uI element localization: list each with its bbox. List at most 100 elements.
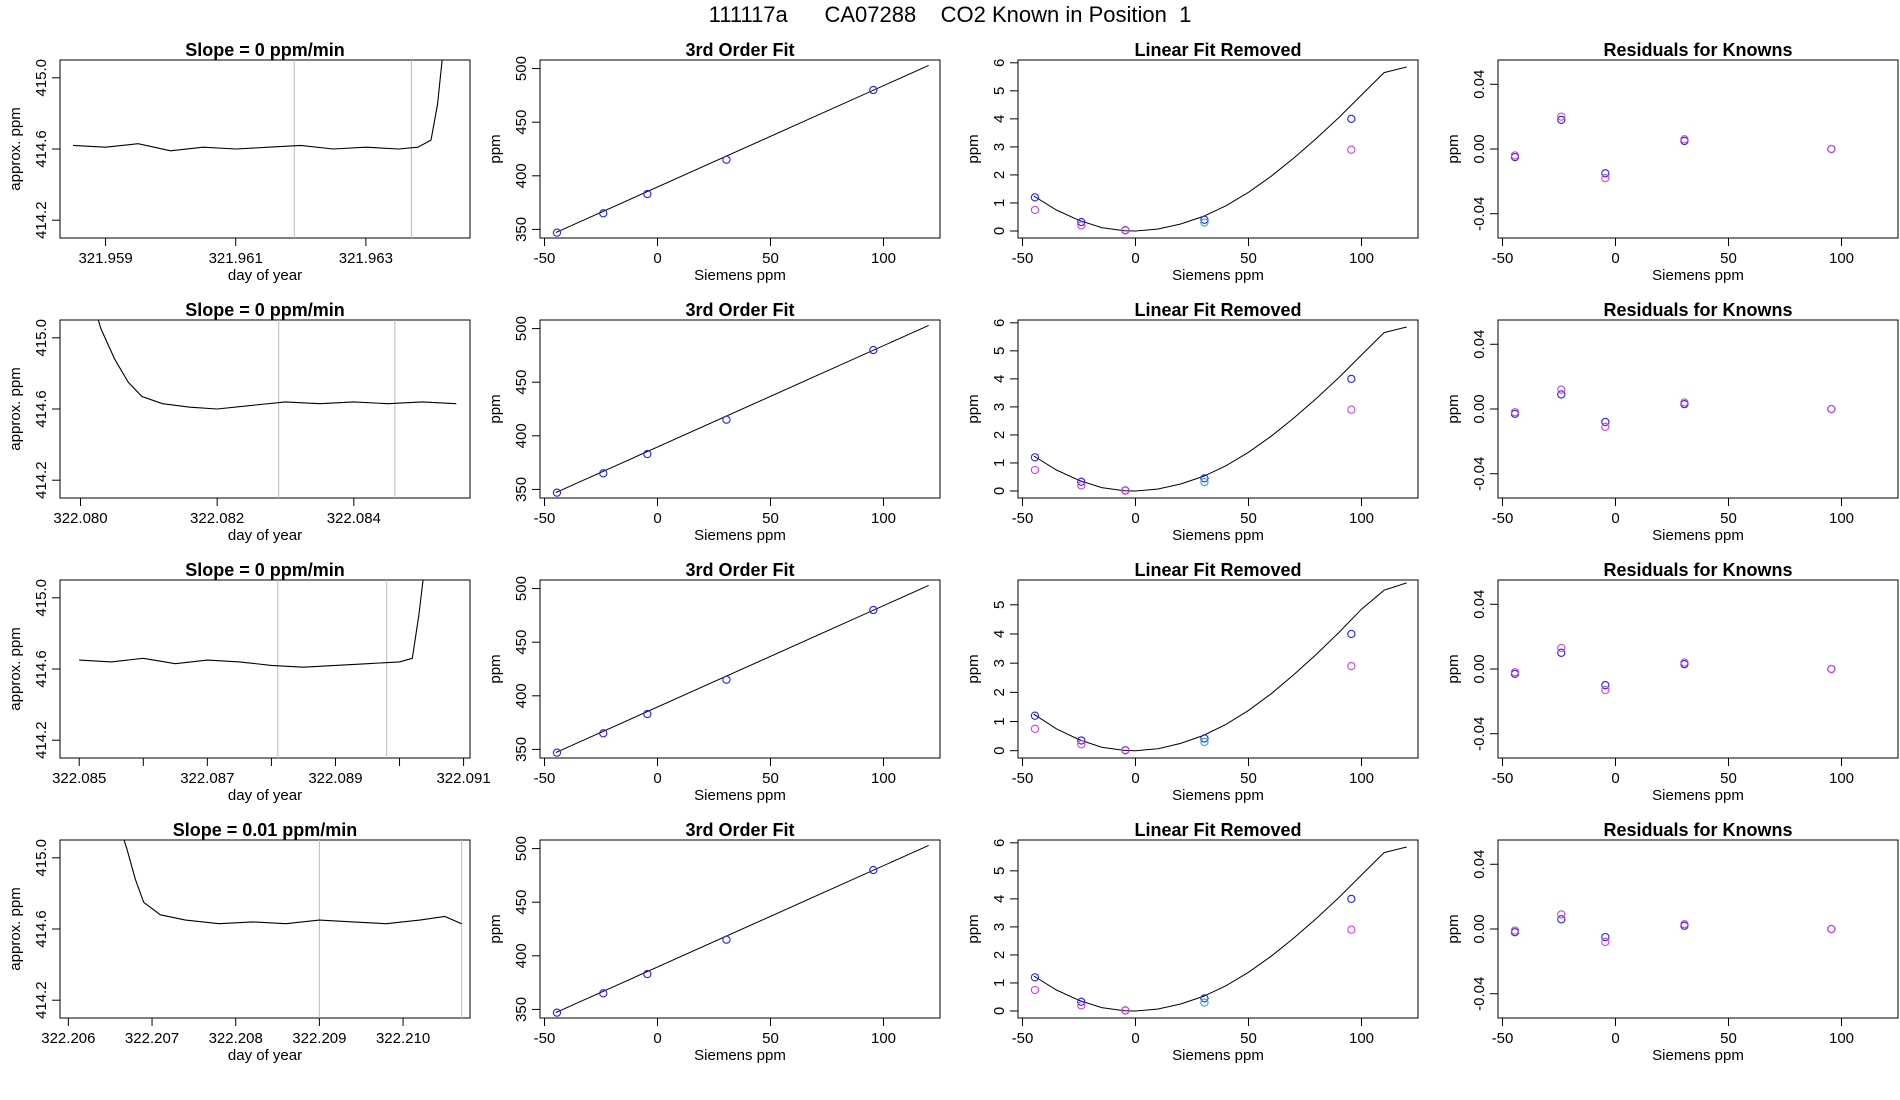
plot-frame bbox=[1497, 319, 1899, 499]
data-point bbox=[1030, 711, 1040, 720]
y-tick-label: 415.0 bbox=[33, 59, 50, 97]
x-tick-label: -50 bbox=[534, 770, 556, 787]
x-tick-label: 100 bbox=[1829, 510, 1854, 527]
y-tick-label: 415.0 bbox=[33, 579, 50, 617]
y-tick-label: 0.04 bbox=[1471, 70, 1488, 99]
y-tick-label: 0.04 bbox=[1471, 850, 1488, 879]
x-tick-label: -50 bbox=[1012, 770, 1034, 787]
data-point bbox=[722, 415, 731, 424]
x-tick-label: 0 bbox=[653, 1030, 661, 1047]
chart-title: Linear Fit Removed bbox=[1134, 560, 1301, 580]
data-point bbox=[1077, 477, 1086, 486]
x-tick-label: 100 bbox=[1829, 250, 1854, 267]
plot-frame bbox=[1017, 319, 1419, 499]
data-point bbox=[1030, 985, 1040, 995]
plot-frame bbox=[59, 579, 471, 759]
y-tick-label: 414.6 bbox=[33, 650, 50, 688]
y-tick-label: 400 bbox=[513, 163, 530, 188]
fit-curve bbox=[555, 64, 929, 234]
x-tick-label: -50 bbox=[534, 1030, 556, 1047]
data-point bbox=[1557, 390, 1566, 399]
fit-curve bbox=[1033, 582, 1407, 752]
x-tick-label: -50 bbox=[534, 250, 556, 267]
x-tick-label: 322.209 bbox=[292, 1030, 346, 1047]
y-tick-label: 6 bbox=[991, 839, 1008, 847]
data-point bbox=[1077, 481, 1086, 490]
data-point bbox=[1347, 925, 1356, 934]
x-tick-label: 0 bbox=[1611, 510, 1619, 527]
y-axis-label: ppm bbox=[965, 914, 982, 943]
y-tick-label: 0.00 bbox=[1471, 134, 1488, 163]
data-point bbox=[1601, 422, 1610, 431]
x-tick-label: 0 bbox=[653, 770, 661, 787]
data-point bbox=[599, 469, 608, 478]
data-point bbox=[1601, 169, 1610, 178]
x-axis-label: Siemens ppm bbox=[1172, 787, 1264, 804]
data-point bbox=[1347, 894, 1356, 904]
data-point bbox=[1347, 661, 1356, 671]
data-point bbox=[1200, 737, 1209, 747]
x-tick-label: 322.087 bbox=[180, 770, 234, 787]
y-tick-label: 400 bbox=[513, 943, 530, 968]
data-point bbox=[1200, 998, 1209, 1007]
y-axis-label: ppm bbox=[1445, 654, 1462, 683]
y-tick-label: 500 bbox=[513, 316, 530, 341]
data-point bbox=[1601, 932, 1610, 942]
chart-r1-cubic: 3rd Order Fit -50 0 50 100 Siemens ppm 350 400 4… bbox=[487, 40, 941, 284]
data-point bbox=[1347, 629, 1356, 639]
data-point bbox=[722, 155, 731, 164]
data-point bbox=[643, 709, 652, 719]
y-tick-label: 400 bbox=[513, 683, 530, 708]
chart-r4-cubic: 3rd Order Fit -50 0 50 100 Siemens ppm 350 400 4… bbox=[487, 820, 941, 1064]
x-tick-label: 0 bbox=[1131, 770, 1139, 787]
data-point bbox=[1030, 724, 1040, 733]
x-tick-label: 322.210 bbox=[376, 1030, 430, 1047]
data-point bbox=[869, 345, 878, 355]
chart-title: Linear Fit Removed bbox=[1134, 820, 1301, 840]
x-tick-label: 0 bbox=[1131, 510, 1139, 527]
x-axis-label: Siemens ppm bbox=[1652, 1047, 1744, 1064]
x-tick-label: -50 bbox=[1012, 1030, 1034, 1047]
x-tick-label: 100 bbox=[1829, 1030, 1854, 1047]
data-point bbox=[1121, 746, 1130, 755]
data-point bbox=[1121, 486, 1130, 495]
data-point bbox=[1030, 205, 1040, 215]
data-point bbox=[1557, 115, 1566, 125]
series-line bbox=[123, 840, 462, 925]
y-tick-label: 0 bbox=[991, 1007, 1008, 1015]
y-tick-label: 350 bbox=[513, 217, 530, 242]
data-point bbox=[722, 675, 731, 684]
plot-frame bbox=[539, 59, 941, 239]
y-tick-label: 415.0 bbox=[33, 319, 50, 357]
data-point bbox=[599, 729, 608, 738]
x-tick-label: 322.080 bbox=[53, 510, 107, 527]
x-tick-label: 322.208 bbox=[209, 1030, 263, 1047]
y-tick-label: 0.04 bbox=[1471, 590, 1488, 619]
x-tick-label: 0 bbox=[653, 250, 661, 267]
y-tick-label: 4 bbox=[991, 895, 1008, 903]
chart-title: Residuals for Knowns bbox=[1603, 40, 1792, 60]
x-tick-label: 321.963 bbox=[339, 250, 393, 267]
x-tick-label: 322.089 bbox=[308, 770, 362, 787]
data-point bbox=[1200, 994, 1209, 1003]
chart-title: Slope = 0 ppm/min bbox=[185, 40, 345, 60]
x-tick-label: 100 bbox=[1349, 510, 1374, 527]
fit-curve bbox=[555, 844, 929, 1014]
plot-frame bbox=[539, 839, 941, 1019]
data-point bbox=[552, 228, 562, 237]
data-point bbox=[869, 85, 878, 95]
data-point bbox=[1347, 405, 1356, 414]
fit-curve bbox=[555, 324, 929, 494]
x-tick-label: 321.961 bbox=[209, 250, 263, 267]
chart-r4-linear-removed: Linear Fit Removed -50 0 50 100 Siemens ppm 0 1… bbox=[965, 820, 1419, 1064]
chart-r3-cubic: 3rd Order Fit -50 0 50 100 Siemens ppm 350 400 4… bbox=[487, 560, 941, 804]
figure-title: 111117a CA07288 CO2 Known in Position 1 bbox=[708, 2, 1192, 27]
y-tick-label: 0.00 bbox=[1471, 914, 1488, 943]
data-point bbox=[1601, 685, 1610, 695]
y-tick-label: 2 bbox=[991, 171, 1008, 179]
y-axis-label: approx. ppm bbox=[7, 107, 24, 190]
chart-title: Slope = 0 ppm/min bbox=[185, 560, 345, 580]
x-axis-label: Siemens ppm bbox=[1652, 527, 1744, 544]
data-point bbox=[1557, 910, 1566, 919]
series-line bbox=[72, 60, 443, 152]
